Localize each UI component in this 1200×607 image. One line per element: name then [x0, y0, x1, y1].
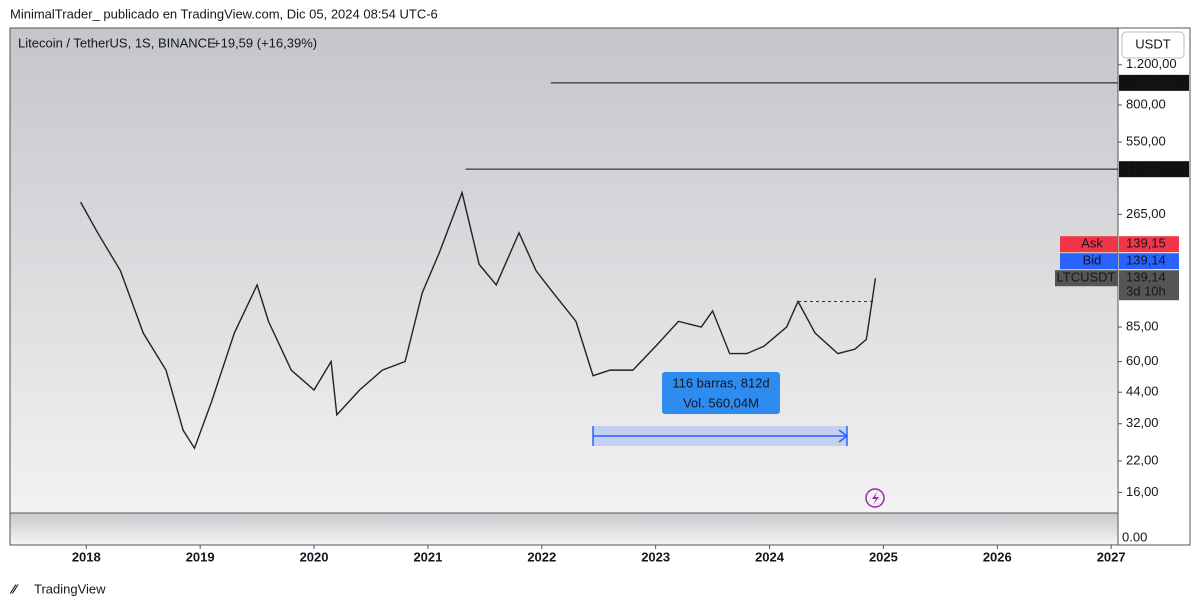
y-tick-label: 1.200,00 [1126, 56, 1177, 71]
x-tick-label: 2024 [755, 549, 785, 564]
price-line [79, 190, 877, 450]
x-tick-label: 2018 [72, 549, 101, 564]
x-tick-label: 2023 [641, 549, 670, 564]
symbol-tag [1055, 270, 1118, 287]
ask-label: 139,15 [1126, 236, 1166, 251]
lower-pane [10, 513, 1118, 545]
x-tick-label: 2022 [527, 549, 556, 564]
y-tick-label: 16,00 [1126, 484, 1159, 499]
bid-value-tag [1119, 253, 1179, 270]
measure-text: Vol. 560,04M [683, 395, 759, 410]
x-tick-label: 2026 [983, 549, 1012, 564]
y-tick-label: 550,00 [1126, 134, 1166, 149]
change: +19,59 (+16,39%) [213, 35, 317, 50]
level-tag [1119, 161, 1189, 178]
axes: 1.200,00 800,00 550,00 265,00 85,00 60,00 44,0… [72, 56, 1189, 564]
measure-box [662, 372, 781, 414]
level-label: 1.000,00 [1124, 74, 1175, 89]
event-bolt [872, 492, 879, 505]
last-tag [1119, 270, 1179, 301]
y-tick-label: 60,00 [1126, 353, 1159, 368]
measure-text: 116 barras, 812d [672, 375, 769, 390]
bid-tag [1060, 253, 1118, 270]
lower-pane-tick: 0.00 [1122, 529, 1147, 544]
ask-name: Ask [1081, 236, 1103, 251]
event-icon[interactable] [865, 488, 885, 508]
bid-name: Bid [1083, 253, 1102, 268]
level-tag [1119, 74, 1189, 91]
bid-label: 139,14 [1126, 253, 1166, 268]
level-label: 418,32 [1124, 161, 1164, 176]
x-tick-label: 2020 [300, 549, 329, 564]
x-tick-label: 2021 [413, 549, 442, 564]
symbol-title: Litecoin / TetherUS, 1S, BINANCE [18, 35, 216, 50]
main-pane [10, 28, 1118, 513]
logo-mark: ⁄∕ [9, 581, 19, 596]
countdown: 3d 10h [1126, 284, 1166, 299]
y-tick-label: 800,00 [1126, 96, 1166, 111]
y-tick-label: 85,00 [1126, 318, 1159, 333]
y-tick-label: 265,00 [1126, 206, 1166, 221]
ask-value-tag [1119, 236, 1179, 253]
ask-tag [1060, 236, 1118, 253]
x-tick-label: 2027 [1097, 549, 1126, 564]
x-tick-label: 2025 [869, 549, 898, 564]
currency-button[interactable] [1121, 31, 1185, 59]
y-tick-label: 32,00 [1126, 415, 1159, 430]
x-tick-label: 2019 [186, 549, 215, 564]
currency[interactable]: USDT [1135, 36, 1170, 51]
last-label: 139,14 [1126, 270, 1166, 285]
footer: TradingView [34, 581, 106, 596]
frame [9, 27, 1191, 546]
plot [79, 82, 1118, 450]
header: MinimalTrader_ publicado en TradingView.… [10, 6, 438, 21]
y-tick-label: 44,00 [1126, 384, 1159, 399]
symbol-label: LTCUSDT [1057, 270, 1116, 285]
y-tick-label: 22,00 [1126, 452, 1159, 467]
